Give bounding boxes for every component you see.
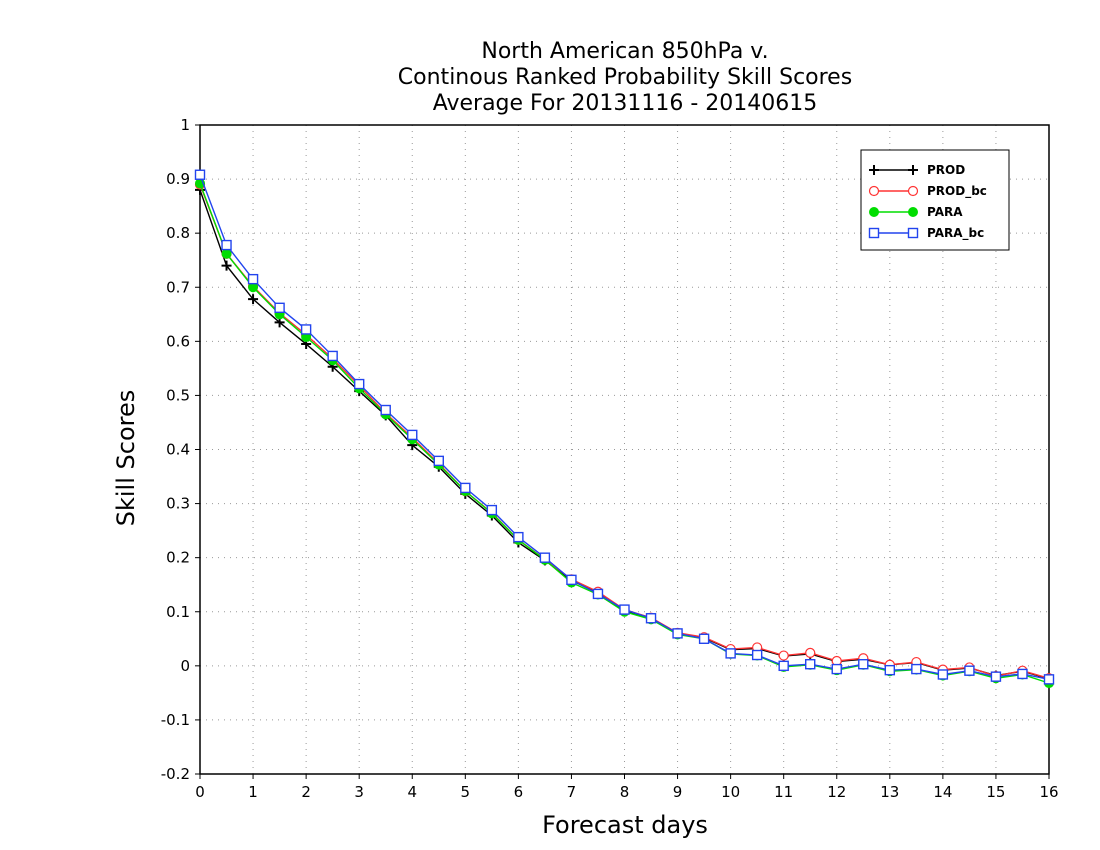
title-line-2: Continous Ranked Probability Skill Score… [398, 65, 852, 90]
y-tick-label: 0.3 [166, 495, 190, 513]
x-tick-label: 15 [986, 783, 1005, 801]
data-point-para-bc [1017, 668, 1028, 680]
legend-label-prod: PROD [927, 163, 965, 177]
legend-marker-para-bc [868, 227, 880, 239]
legend-entry-para-bc: PARA_bc [868, 226, 984, 241]
data-point-para-bc [698, 633, 710, 644]
y-tick-label: 1 [180, 116, 190, 134]
legend-marker-para [869, 207, 879, 217]
data-point-para [221, 248, 232, 259]
x-tick-label: 11 [774, 783, 793, 801]
x-tick-label: 9 [673, 783, 683, 801]
legend: PROD PROD_bc PARA PARA_bc [860, 149, 1010, 251]
x-tick-label: 0 [195, 783, 205, 801]
data-point-para-bc [513, 531, 524, 543]
y-tick-label: -0.2 [161, 765, 190, 783]
legend-entry-para: PARA [869, 205, 963, 219]
legend-marker-prod-bc [907, 185, 919, 197]
data-point-para-bc [539, 552, 551, 563]
data-point-para-bc [805, 659, 816, 670]
data-point-para-bc [1043, 674, 1055, 685]
data-point-para-bc [990, 671, 1002, 682]
series-para-bc [194, 169, 1055, 685]
data-point-para-bc [380, 404, 391, 416]
x-tick-label: 8 [620, 783, 630, 801]
data-point-para-bc [194, 169, 206, 180]
axis-ticks: 0 1 2 3 4 5 6 7 8 9 10 11 12 13 14 15 16-0.2-0.100.10.20… [161, 116, 1059, 801]
data-point-para-bc [566, 574, 577, 586]
data-point-para-bc [831, 663, 842, 675]
x-tick-label: 6 [514, 783, 524, 801]
y-tick-label: 0.8 [166, 224, 190, 242]
title-line-1: North American 850hPa v. [481, 39, 768, 64]
data-point-para-bc [858, 659, 869, 670]
data-point-para-bc [592, 588, 604, 600]
legend-label-prod-bc: PROD_bc [927, 184, 987, 199]
data-point-para-bc [300, 324, 312, 335]
y-tick-label: 0 [180, 657, 190, 675]
data-point-para-bc [486, 504, 498, 516]
data-point-para-bc [725, 648, 736, 659]
x-tick-label: 4 [407, 783, 417, 801]
legend-marker-prod-bc [868, 185, 880, 197]
series-layer [194, 169, 1055, 689]
x-tick-label: 16 [1039, 783, 1058, 801]
data-point-para-bc [645, 613, 657, 624]
x-tick-label: 10 [721, 783, 740, 801]
x-tick-label: 1 [248, 783, 258, 801]
y-axis-label: Skill Scores [112, 390, 140, 527]
y-tick-label: 0.9 [166, 170, 190, 188]
data-point-para-bc [619, 604, 630, 615]
x-tick-label: 3 [354, 783, 364, 801]
y-tick-label: -0.1 [161, 711, 190, 729]
data-point-para-bc [460, 482, 471, 494]
x-tick-label: 12 [827, 783, 846, 801]
data-point-para-bc [407, 429, 418, 441]
y-tick-label: 0.6 [166, 332, 190, 350]
legend-marker-prod [908, 165, 918, 175]
data-point-para-bc [433, 455, 444, 467]
data-point-para-bc [672, 628, 683, 639]
data-point-para-bc [221, 239, 232, 251]
legend-marker-para [908, 207, 918, 217]
data-point-para-bc [937, 669, 949, 680]
x-tick-label: 14 [933, 783, 952, 801]
x-axis-label: Forecast days [542, 811, 708, 839]
data-point-prod-bc [778, 650, 789, 661]
title-line-3: Average For 20131116 - 20140615 [433, 91, 818, 116]
data-point-para-bc [964, 665, 975, 676]
chart-title: North American 850hPa v. Continous Ranke… [398, 39, 852, 116]
data-point-para-bc [274, 302, 285, 314]
data-point-prod-bc [805, 647, 816, 658]
y-tick-label: 0.4 [166, 441, 190, 459]
data-point-para-bc [884, 664, 896, 676]
x-tick-label: 5 [461, 783, 471, 801]
data-point-para-bc [778, 660, 789, 672]
y-tick-label: 0.5 [166, 386, 190, 404]
legend-label-para-bc: PARA_bc [927, 226, 984, 241]
legend-marker-prod [869, 165, 879, 175]
x-tick-label: 13 [880, 783, 899, 801]
data-point-para-bc [911, 663, 922, 675]
y-tick-label: 0.7 [166, 278, 190, 296]
data-point-prod [248, 294, 259, 305]
x-tick-label: 2 [301, 783, 311, 801]
legend-label-para: PARA [927, 205, 963, 219]
data-point-para-bc [247, 273, 259, 285]
y-tick-label: 0.1 [166, 603, 190, 621]
data-point-prod [221, 260, 232, 271]
y-tick-label: 0.2 [166, 549, 190, 567]
legend-entry-prod-bc: PROD_bc [868, 184, 987, 199]
legend-marker-para-bc [907, 227, 919, 239]
data-point-para-bc [751, 649, 763, 661]
legend-entry-prod: PROD [869, 163, 965, 177]
data-point-para-bc [353, 378, 365, 390]
x-tick-label: 7 [567, 783, 577, 801]
data-point-para-bc [327, 350, 338, 362]
